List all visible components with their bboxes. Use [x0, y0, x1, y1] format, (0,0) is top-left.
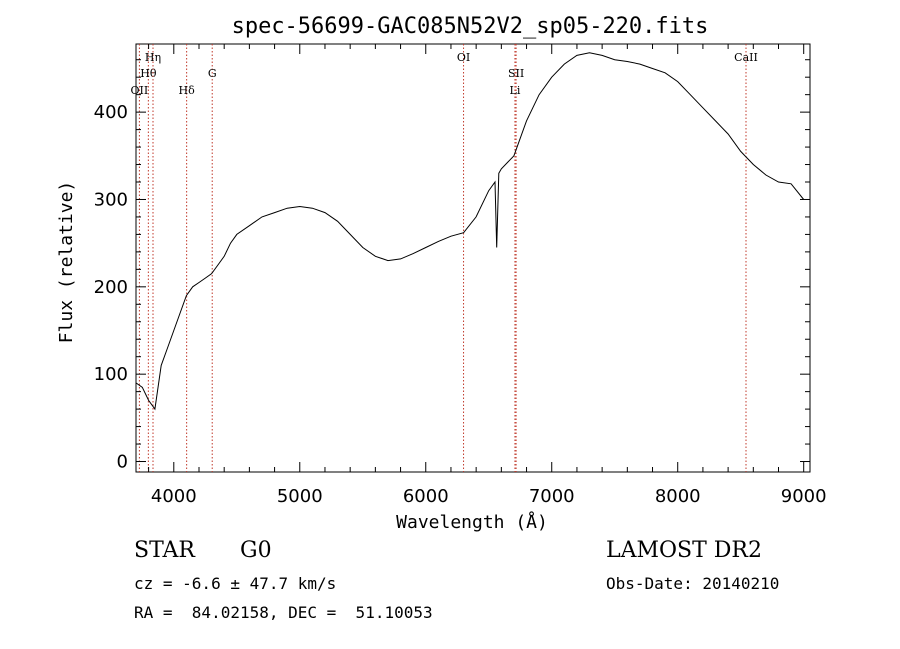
chart-title: spec-56699-GAC085N52V2_sp05-220.fits: [232, 14, 709, 39]
spectrum-line: [135, 52, 805, 411]
emission-line-markers: OII Hθ Hη Hδ G OI SII Li CaII: [131, 44, 758, 472]
observation-date: Obs-Date: 20140210: [606, 574, 780, 593]
x-axis-ticks: 4000 5000 6000 7000 8000 9000: [148, 44, 827, 507]
coordinates: RA = 84.02158, DEC = 51.10053: [134, 603, 433, 622]
y-axis-ticks: 0 100 200 300 400: [94, 59, 810, 473]
line-marker-label: Hδ: [179, 84, 196, 97]
line-marker-label: OII: [131, 84, 149, 97]
x-tick-label: 5000: [277, 486, 323, 507]
line-marker-label: CaII: [734, 51, 758, 64]
y-tick-label: 0: [117, 452, 128, 473]
y-tick-label: 300: [94, 189, 128, 210]
y-axis-label: Flux (relative): [56, 181, 77, 344]
x-axis-label: Wavelength (Å): [396, 511, 548, 533]
y-tick-label: 200: [94, 277, 128, 298]
subclass: G0: [240, 538, 272, 563]
redshift-velocity: cz = -6.6 ± 47.7 km/s: [134, 574, 337, 593]
line-marker-label: Hη: [145, 51, 161, 64]
line-marker-label: G: [208, 67, 217, 80]
y-tick-label: 400: [94, 102, 128, 123]
x-tick-label: 9000: [781, 486, 827, 507]
plot-frame: [135, 43, 811, 473]
x-tick-label: 4000: [151, 486, 197, 507]
line-marker-label: Li: [510, 84, 521, 97]
y-tick-label: 100: [94, 364, 128, 385]
line-marker-label: Hθ: [140, 67, 157, 80]
line-marker-label: SII: [508, 67, 524, 80]
line-marker-label: OI: [457, 51, 470, 64]
x-tick-label: 8000: [655, 486, 701, 507]
x-tick-label: 7000: [529, 486, 575, 507]
survey-name: LAMOST DR2: [606, 538, 762, 563]
x-tick-label: 6000: [403, 486, 449, 507]
object-type: STAR: [134, 538, 195, 563]
